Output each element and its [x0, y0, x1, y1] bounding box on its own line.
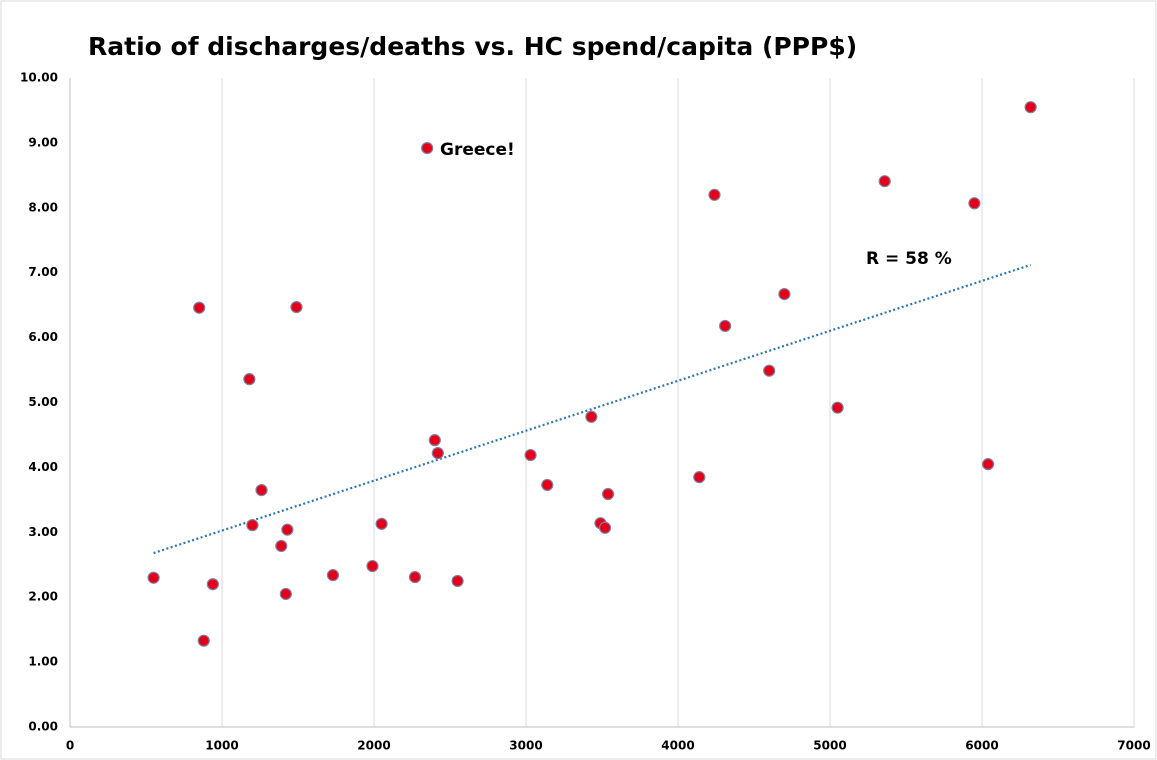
y-tick-label: 2.00 — [28, 590, 58, 604]
point — [279, 587, 292, 601]
point — [197, 634, 210, 647]
point — [719, 319, 732, 333]
annotation: Greece! — [440, 140, 515, 160]
y-tick-label: 6.00 — [28, 330, 58, 344]
point — [375, 517, 388, 530]
point — [408, 570, 422, 584]
x-tick-label: 6000 — [965, 739, 998, 753]
point — [763, 364, 776, 377]
point — [431, 447, 444, 460]
point — [206, 578, 219, 591]
point — [366, 559, 379, 573]
point — [831, 401, 844, 414]
point — [585, 410, 598, 423]
y-tick-label: 0.00 — [28, 720, 58, 734]
point — [193, 301, 206, 314]
y-tick-label: 4.00 — [28, 460, 58, 474]
point — [290, 300, 303, 314]
point — [524, 448, 537, 462]
annotation: R = 58 % — [866, 249, 952, 269]
point — [147, 571, 160, 584]
point — [246, 519, 259, 532]
trendline — [153, 263, 1031, 555]
y-tick-label: 9.00 — [28, 135, 58, 149]
y-tick-label: 8.00 — [28, 200, 58, 214]
x-tick-label: 4000 — [661, 739, 694, 753]
point — [451, 574, 464, 588]
x-tick-label: 3000 — [509, 739, 542, 753]
x-tick-label: 5000 — [813, 739, 846, 753]
point — [601, 487, 615, 501]
chart-title: Ratio of discharges/deaths vs. HC spend/… — [88, 32, 857, 61]
x-tick-label: 7000 — [1117, 739, 1150, 753]
point — [428, 434, 441, 447]
annotation-bg — [856, 244, 972, 272]
y-tick-label: 5.00 — [28, 395, 58, 409]
y-tick-label: 3.00 — [28, 525, 58, 539]
point — [421, 141, 434, 155]
y-tick-label: 10.00 — [20, 71, 58, 85]
point — [255, 484, 268, 497]
point — [778, 288, 791, 301]
y-tick-label: 1.00 — [28, 655, 58, 669]
x-tick-label: 0 — [66, 739, 74, 753]
point — [981, 458, 995, 471]
point — [281, 523, 294, 536]
point — [598, 521, 612, 534]
point — [541, 478, 554, 492]
point — [968, 197, 981, 210]
point — [708, 188, 721, 201]
point — [326, 569, 340, 582]
point — [275, 539, 288, 553]
y-tick-label: 7.00 — [28, 265, 58, 279]
point — [243, 373, 256, 386]
x-tick-label: 2000 — [357, 739, 390, 753]
point — [878, 175, 891, 188]
point — [1024, 101, 1037, 114]
point — [693, 471, 706, 484]
x-tick-label: 1000 — [205, 739, 238, 753]
